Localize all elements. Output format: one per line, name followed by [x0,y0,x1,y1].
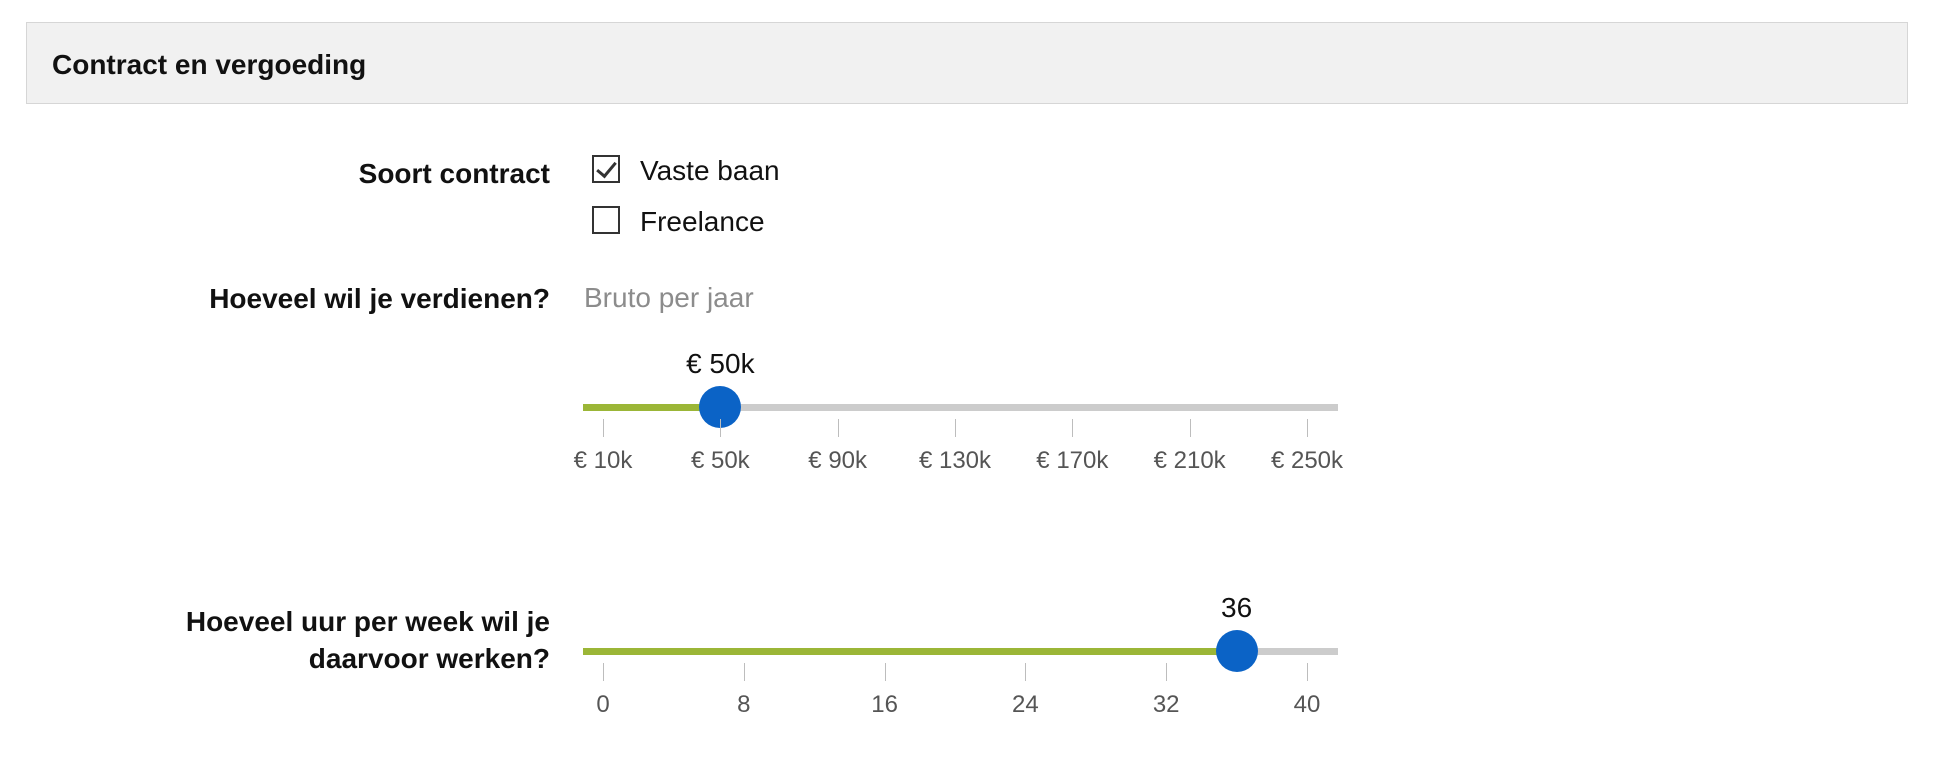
hours-tick [884,663,886,681]
salary-tick [720,419,722,437]
hours-tick [1307,663,1308,681]
hours-tick [743,663,745,681]
salary-tick-label: € 50k [690,447,750,474]
freelance-checkbox[interactable] [592,206,620,234]
hours-slider-fill [583,648,1237,655]
hours-label-line1: Hoeveel uur per week wil je [185,606,550,637]
contract-type-label: Soort contract [358,158,550,189]
salary-tick-label: € 250k [1270,447,1344,474]
salary-tick [1189,419,1191,437]
hours-value-label: 36 [1221,592,1253,623]
salary-tick [955,419,956,437]
salary-tick [1072,419,1074,437]
section-header: Contract en vergoeding [26,22,1908,104]
hours-tick-label: 32 [1152,691,1180,718]
hours-tick [1025,663,1027,681]
hours-label-line2: daarvoor werken? [308,643,550,674]
hours-tick-label: 0 [596,691,610,718]
vaste-baan-label[interactable]: Vaste baan [640,155,780,186]
salary-slider[interactable]: € 50k € 10k € 50k € 90k € 130k € 170k € 210k €… [574,348,1343,474]
section-title: Contract en vergoeding [52,49,367,80]
salary-tick [1307,419,1308,437]
salary-label: Hoeveel wil je verdienen? [209,283,550,314]
hours-tick-label: 16 [871,691,898,718]
freelance-label[interactable]: Freelance [640,206,765,237]
hours-slider-handle[interactable] [1215,630,1258,672]
salary-tick [837,419,839,437]
hours-tick-label: 40 [1293,691,1321,718]
hours-tick [603,663,604,681]
checkmark-icon [596,156,617,179]
hours-tick [1166,663,1168,681]
salary-tick [603,419,604,437]
salary-slider-fill [583,404,721,411]
hours-tick-label: 8 [737,691,751,718]
salary-tick-label: € 130k [918,447,992,474]
hours-slider[interactable]: 36 0 8 16 24 32 40 [583,592,1338,718]
salary-tick-label: € 210k [1153,447,1226,474]
salary-slider-track[interactable] [583,404,1338,411]
salary-hint: Bruto per jaar [584,282,754,313]
salary-value-label: € 50k [686,348,755,379]
salary-tick-label: € 10k [573,447,633,474]
salary-tick-label: € 170k [1036,447,1109,474]
vaste-baan-checkbox[interactable] [592,155,620,183]
hours-tick-label: 24 [1012,691,1039,718]
salary-tick-label: € 90k [808,447,868,474]
